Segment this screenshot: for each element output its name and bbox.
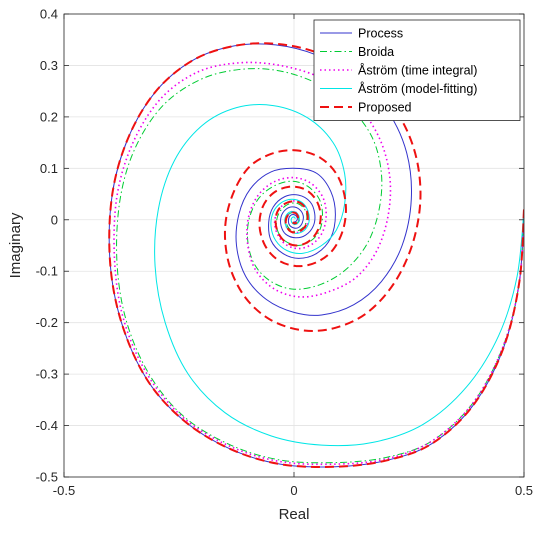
legend-label-3: Åström (model-fitting)	[358, 81, 477, 96]
y-tick-label: 0	[51, 212, 58, 227]
y-tick-label: 0.4	[40, 7, 58, 22]
series-line-0	[108, 43, 524, 468]
x-tick-label: -0.5	[53, 483, 75, 498]
y-tick-label: -0.3	[36, 367, 58, 382]
series-layer	[108, 42, 524, 468]
y-tick-label: -0.2	[36, 315, 58, 330]
legend-label-4: Proposed	[358, 101, 412, 115]
series-line-4	[108, 42, 524, 468]
y-tick-label: -0.4	[36, 418, 58, 433]
y-tick-label: -0.1	[36, 264, 58, 279]
y-tick-label: -0.5	[36, 470, 58, 485]
axis-ticks: -0.5 0 0.5 -0.5 -0.4 -0.3 -0.2 -0.1 0 0.1 0.2 0.3 0.…	[36, 7, 533, 499]
legend-label-0: Process	[358, 27, 403, 41]
legend-label-1: Broida	[358, 45, 394, 59]
x-axis-label: Real	[279, 506, 310, 523]
y-tick-label: 0.2	[40, 109, 58, 124]
legend-label-2: Åström (time integral)	[358, 63, 477, 78]
x-tick-label: 0	[290, 483, 297, 498]
y-tick-label: 0.1	[40, 161, 58, 176]
y-axis-label: Imaginary	[7, 212, 24, 278]
x-tick-label: 0.5	[515, 483, 533, 498]
legend: Process Broida Åström (time integral) Åströ…	[313, 19, 521, 121]
y-tick-label: 0.3	[40, 58, 58, 73]
series-line-3	[154, 104, 524, 447]
